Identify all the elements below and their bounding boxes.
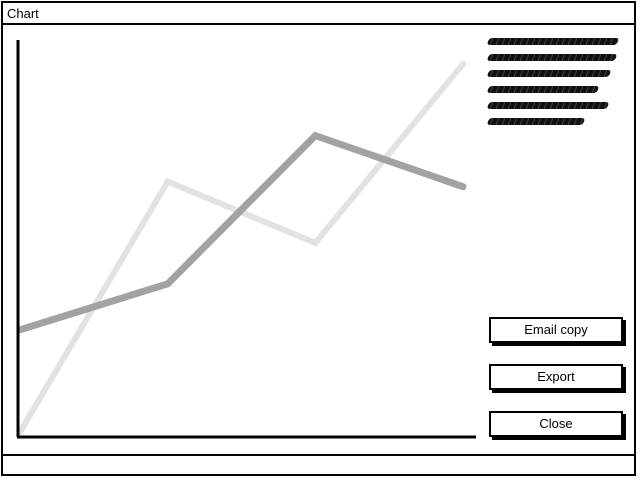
title-bar: Chart bbox=[3, 3, 634, 25]
export-button[interactable]: Export bbox=[489, 364, 623, 390]
email-copy-button[interactable]: Email copy bbox=[489, 317, 623, 343]
status-bar bbox=[3, 454, 634, 474]
scribbled-text-line bbox=[486, 86, 600, 93]
close-button[interactable]: Close bbox=[489, 411, 623, 437]
scribbled-text-line bbox=[486, 70, 612, 77]
series-line-1 bbox=[17, 61, 466, 435]
scribbled-text-line bbox=[486, 38, 620, 45]
scribbled-text-line bbox=[486, 118, 586, 125]
scribbled-text-line bbox=[486, 54, 618, 61]
series-line-2 bbox=[16, 131, 467, 334]
notes-text-block bbox=[486, 38, 622, 134]
window-title: Chart bbox=[7, 6, 39, 21]
scribbled-text-line bbox=[486, 102, 610, 109]
